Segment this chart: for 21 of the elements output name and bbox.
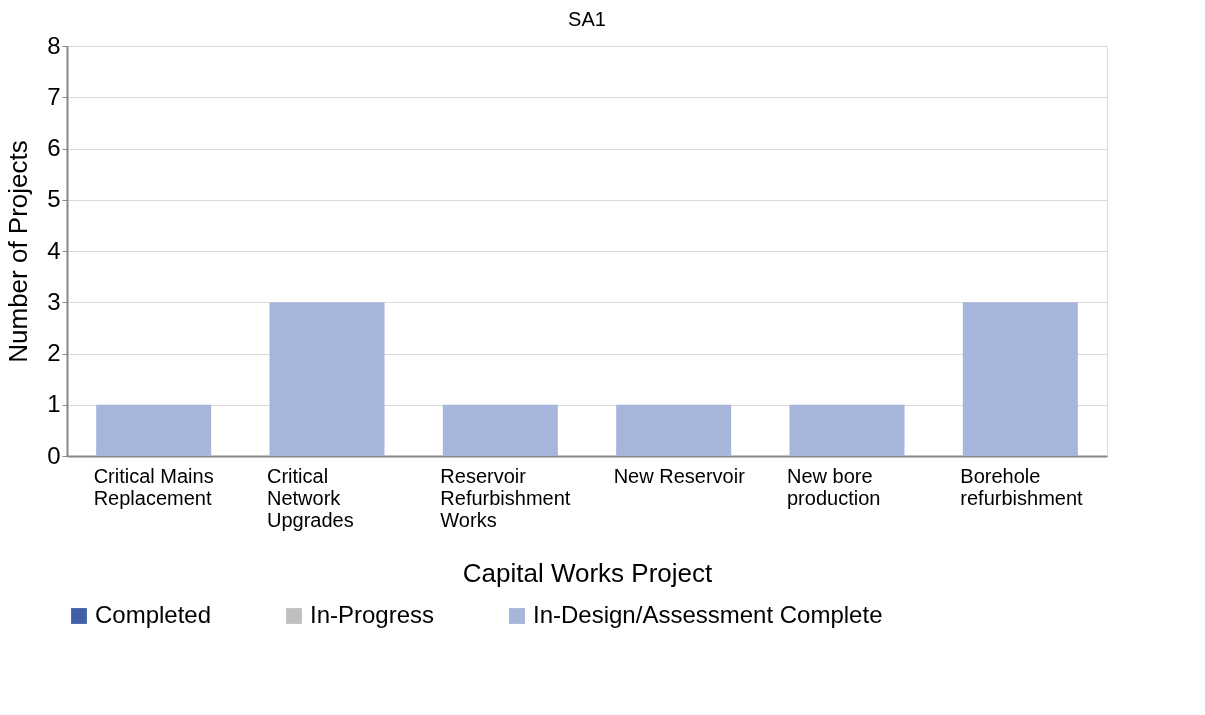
legend-label: In-Progress — [310, 601, 435, 628]
x-tick-label: Reservoir Refurbishment Works — [440, 464, 571, 531]
y-tick-label: 1 — [47, 390, 61, 418]
y-tick-label: 5 — [47, 185, 61, 213]
y-tick-label: 4 — [47, 236, 61, 264]
y-tick-label: 6 — [47, 134, 61, 161]
x-tick-label: Critical Network Upgrades — [267, 464, 354, 531]
y-tick-label: 7 — [47, 82, 61, 110]
y-axis-title: Number of Projects — [3, 140, 34, 363]
legend-label: In-Design/Assessment Complete — [533, 601, 883, 628]
x-axis-title: Capital Works Project — [462, 557, 714, 588]
x-tick-label: New bore production — [787, 464, 881, 509]
legend-label: Completed — [95, 601, 212, 628]
y-tick-label: 8 — [47, 31, 61, 59]
y-tick-label: 0 — [47, 441, 61, 469]
x-tick-label: Critical Mains Replacement — [93, 464, 214, 509]
y-tick-label: 2 — [47, 339, 61, 366]
chart-title: SA1 — [568, 8, 606, 30]
y-tick-label: 3 — [47, 287, 61, 315]
x-tick-label: New Reservoir — [613, 464, 746, 487]
x-tick-label: Borehole refurbishment — [960, 464, 1084, 509]
